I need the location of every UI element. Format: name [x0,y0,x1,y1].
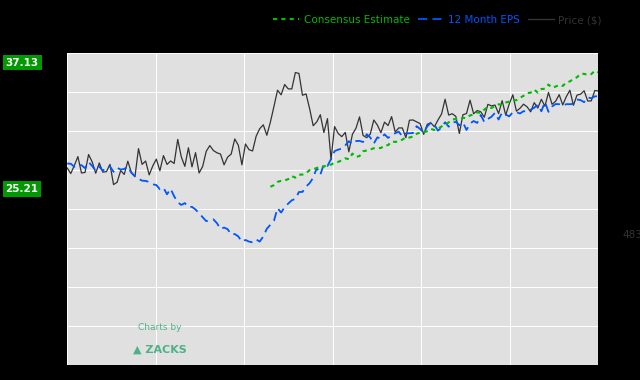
Text: Charts by: Charts by [138,323,182,332]
Text: 483.41: 483.41 [622,231,640,241]
Legend: Consensus Estimate, 12 Month EPS, Price ($): Consensus Estimate, 12 Month EPS, Price … [269,11,606,29]
Text: ▲ ZACKS: ▲ ZACKS [133,344,187,354]
Text: 25.21: 25.21 [6,184,38,194]
Text: 37.13: 37.13 [6,57,38,68]
